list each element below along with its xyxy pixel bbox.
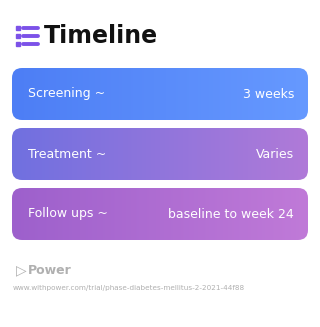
Text: Follow ups ~: Follow ups ~ — [28, 208, 108, 220]
Text: Treatment ~: Treatment ~ — [28, 147, 106, 161]
Text: Screening ~: Screening ~ — [28, 88, 105, 100]
Text: Power: Power — [28, 264, 72, 277]
Text: Varies: Varies — [256, 147, 294, 161]
Text: www.withpower.com/trial/phase-diabetes-mellitus-2-2021-44f88: www.withpower.com/trial/phase-diabetes-m… — [13, 285, 245, 291]
Text: Timeline: Timeline — [44, 24, 158, 48]
Text: ▷: ▷ — [16, 263, 27, 277]
Text: baseline to week 24: baseline to week 24 — [168, 208, 294, 220]
Text: 3 weeks: 3 weeks — [243, 88, 294, 100]
